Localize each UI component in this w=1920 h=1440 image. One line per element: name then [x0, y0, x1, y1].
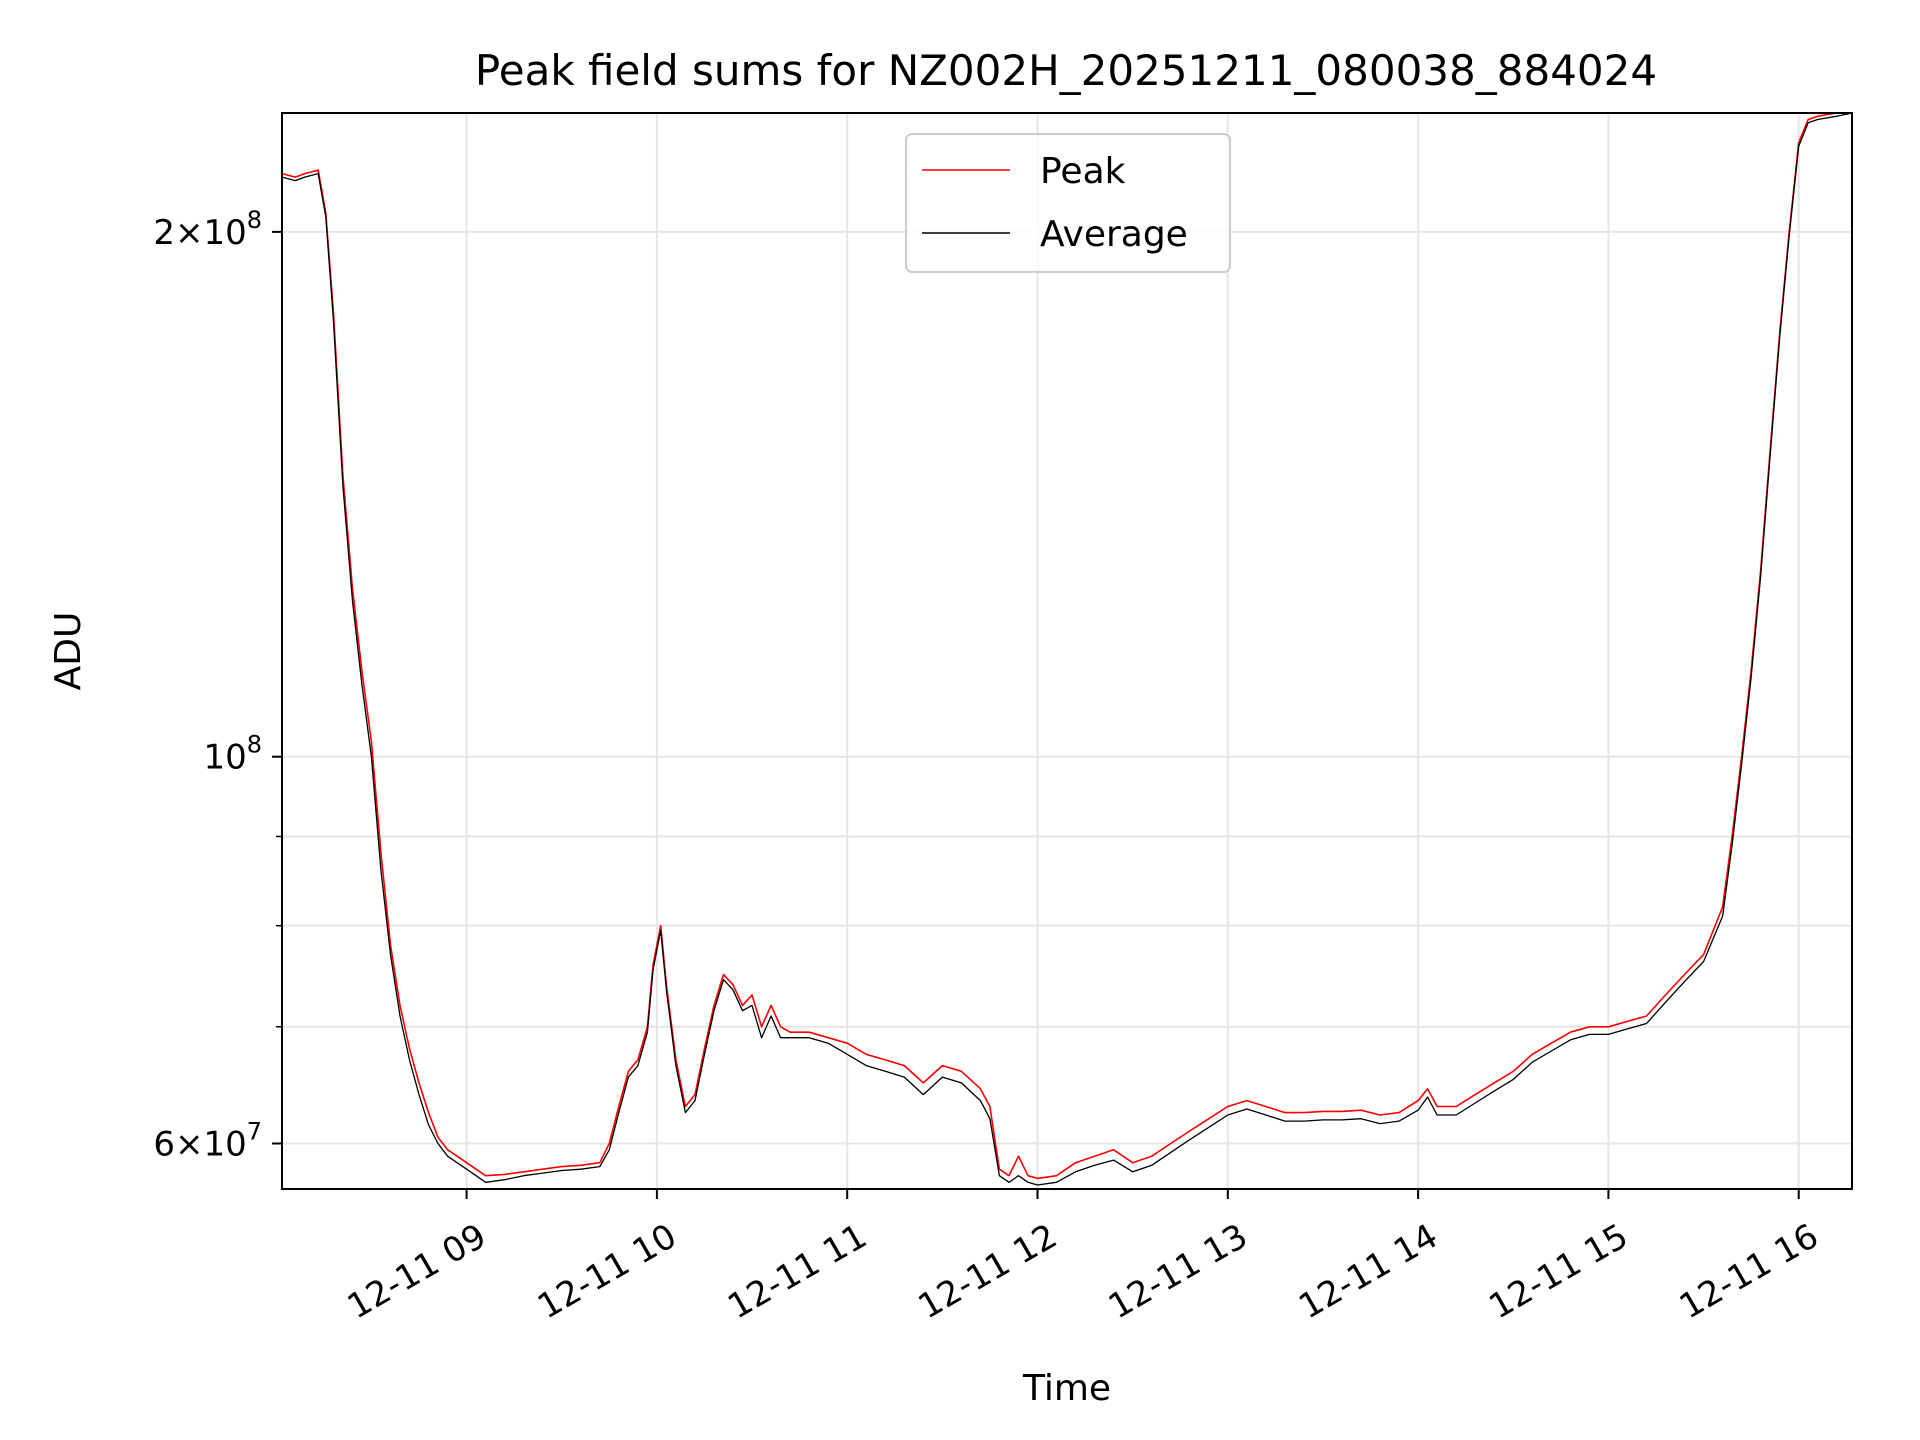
y-tick-exponent: 8 — [247, 731, 262, 759]
y-tick-exponent: 7 — [247, 1117, 262, 1145]
series-line-peak — [281, 112, 1852, 1180]
y-tick-base: 6×10 — [153, 1124, 246, 1164]
series-line-average — [281, 112, 1853, 1186]
y-tick-label: 108 — [203, 731, 262, 778]
y-tick-exponent: 8 — [247, 206, 262, 234]
legend-box — [905, 133, 1231, 273]
x-axis-label: Time — [1022, 1368, 1111, 1409]
legend-label-peak: Peak — [1040, 151, 1126, 192]
y-axis-label: ADU — [48, 612, 89, 691]
legend-label-average: Average — [1040, 214, 1188, 255]
series-layer — [281, 112, 1853, 1186]
plot-frame — [281, 112, 1853, 1190]
chart-title: Peak field sums for NZ002H_20251211_0800… — [475, 46, 1657, 95]
legend: Peak Average — [905, 133, 1231, 273]
y-tick-label: 2×108 — [153, 206, 262, 253]
y-tick-base: 2×10 — [153, 213, 246, 253]
y-tick-base: 10 — [203, 738, 246, 778]
y-tick-label: 6×107 — [153, 1117, 262, 1164]
